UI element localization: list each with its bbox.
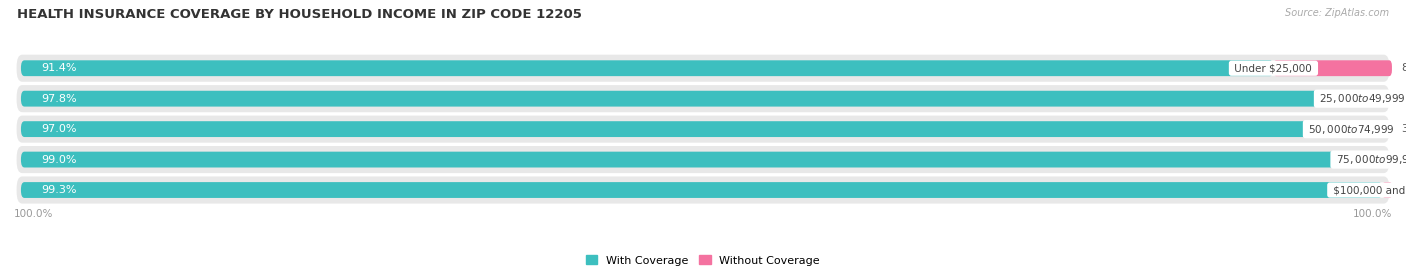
Text: $100,000 and over: $100,000 and over <box>1330 185 1406 195</box>
FancyBboxPatch shape <box>21 60 1274 76</box>
Text: 97.8%: 97.8% <box>42 94 77 104</box>
FancyBboxPatch shape <box>1351 121 1392 137</box>
FancyBboxPatch shape <box>21 152 1378 168</box>
Text: 91.4%: 91.4% <box>42 63 77 73</box>
FancyBboxPatch shape <box>17 85 1389 112</box>
FancyBboxPatch shape <box>21 91 1361 107</box>
FancyBboxPatch shape <box>17 146 1389 173</box>
Text: HEALTH INSURANCE COVERAGE BY HOUSEHOLD INCOME IN ZIP CODE 12205: HEALTH INSURANCE COVERAGE BY HOUSEHOLD I… <box>17 8 582 21</box>
FancyBboxPatch shape <box>1382 182 1392 198</box>
FancyBboxPatch shape <box>17 55 1389 82</box>
FancyBboxPatch shape <box>1378 152 1392 168</box>
Text: 0.73%: 0.73% <box>1402 185 1406 195</box>
FancyBboxPatch shape <box>17 176 1389 204</box>
Text: Under $25,000: Under $25,000 <box>1232 63 1316 73</box>
Text: 0.97%: 0.97% <box>1402 155 1406 165</box>
Text: 100.0%: 100.0% <box>1353 209 1392 219</box>
Text: $50,000 to $74,999: $50,000 to $74,999 <box>1305 123 1396 136</box>
Text: $75,000 to $99,999: $75,000 to $99,999 <box>1333 153 1406 166</box>
Text: 2.2%: 2.2% <box>1402 94 1406 104</box>
Text: 3.0%: 3.0% <box>1402 124 1406 134</box>
Text: 99.3%: 99.3% <box>42 185 77 195</box>
FancyBboxPatch shape <box>21 182 1382 198</box>
Text: 100.0%: 100.0% <box>14 209 53 219</box>
Text: $25,000 to $49,999: $25,000 to $49,999 <box>1316 92 1406 105</box>
Text: Source: ZipAtlas.com: Source: ZipAtlas.com <box>1285 8 1389 18</box>
Text: 99.0%: 99.0% <box>42 155 77 165</box>
Text: 97.0%: 97.0% <box>42 124 77 134</box>
FancyBboxPatch shape <box>1361 91 1392 107</box>
FancyBboxPatch shape <box>21 121 1351 137</box>
FancyBboxPatch shape <box>1274 60 1392 76</box>
Text: 8.6%: 8.6% <box>1402 63 1406 73</box>
FancyBboxPatch shape <box>17 116 1389 143</box>
Legend: With Coverage, Without Coverage: With Coverage, Without Coverage <box>586 256 820 266</box>
